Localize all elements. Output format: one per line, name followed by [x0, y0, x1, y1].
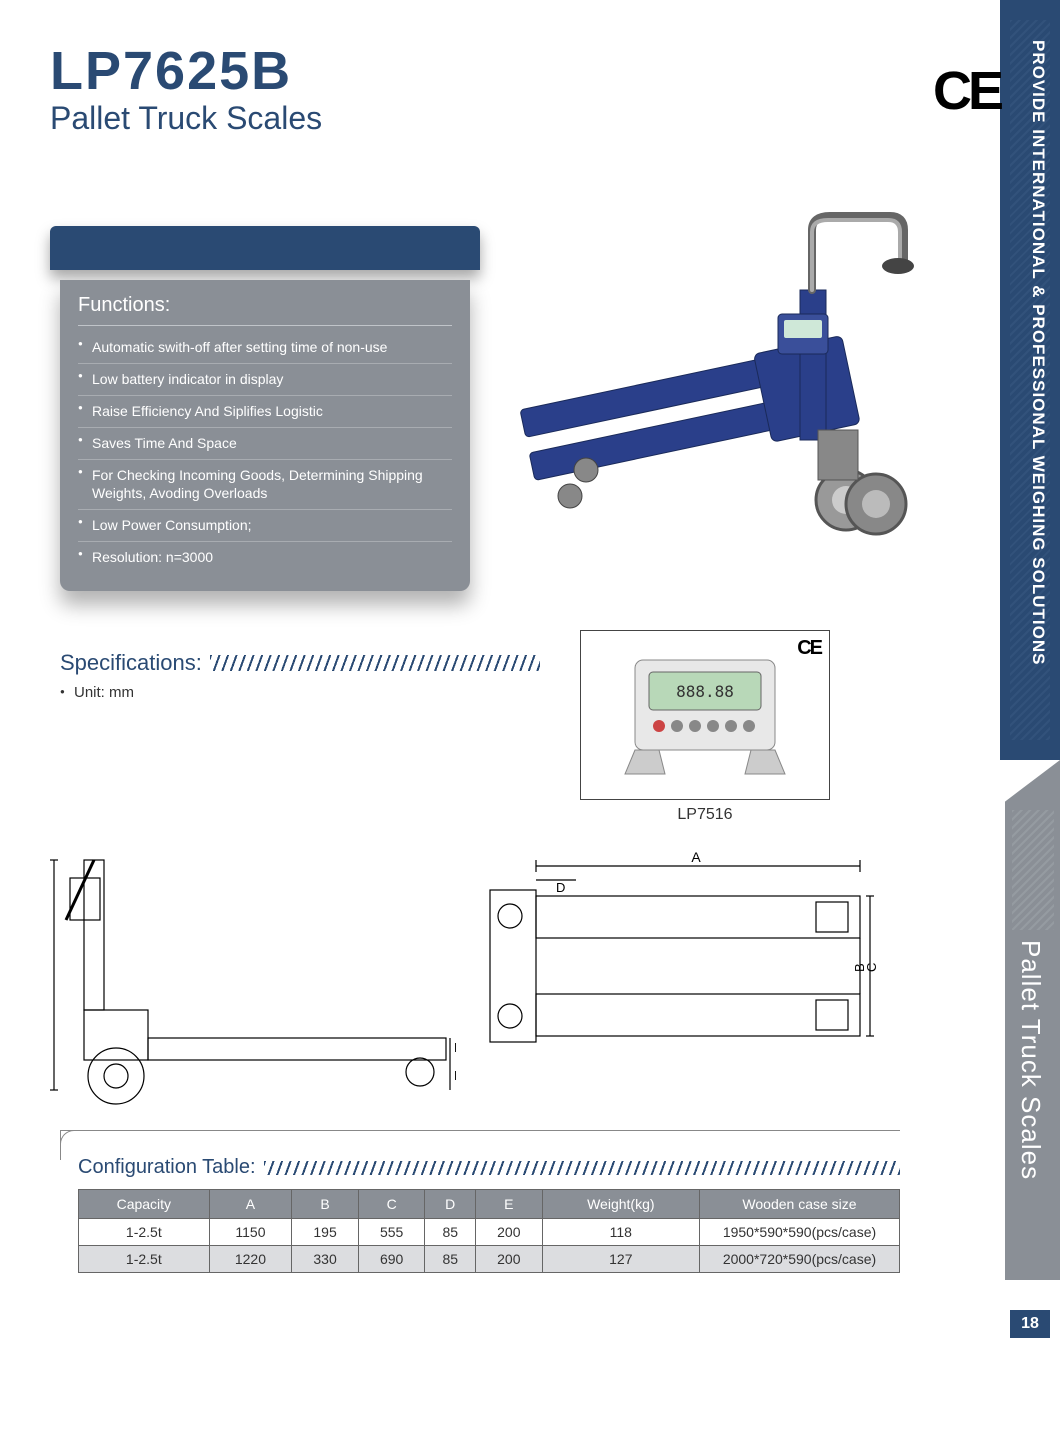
svg-text:888.88: 888.88	[676, 682, 734, 701]
col-header: A	[209, 1190, 292, 1219]
function-item: Automatic swith-off after setting time o…	[78, 332, 452, 364]
col-header: C	[358, 1190, 425, 1219]
right-sidebar: PROVIDE INTERNATIONAL & PROFESSIONAL WEI…	[990, 0, 1060, 1438]
dim-E: E	[454, 1068, 456, 1083]
model-title: LP7625B	[50, 40, 970, 102]
table-row: 1-2.5t 1150 195 555 85 200 118 1950*590*…	[79, 1219, 900, 1246]
col-header: Capacity	[79, 1190, 210, 1219]
functions-list: Automatic swith-off after setting time o…	[78, 332, 452, 573]
function-item: Low battery indicator in display	[78, 364, 452, 396]
function-item: Raise Efficiency And Siplifies Logistic	[78, 396, 452, 428]
col-header: Wooden case size	[700, 1190, 900, 1219]
spec-unit: Unit: mm	[60, 684, 540, 701]
functions-tab	[50, 226, 480, 270]
col-header: E	[476, 1190, 543, 1219]
sidebar-mid-panel: Pallet Truck Scales	[1000, 760, 1060, 1280]
title-stripes	[210, 655, 540, 671]
top-drawing: A D B C	[486, 850, 876, 1110]
page-number: 18	[1010, 1310, 1050, 1338]
product-title: Pallet Truck Scales	[50, 100, 970, 137]
config-title-stripes	[264, 1161, 900, 1175]
indicator-model-label: LP7516	[580, 806, 830, 824]
ce-mark: CE	[933, 60, 1000, 122]
col-header: Weight(kg)	[542, 1190, 699, 1219]
table-row: 1-2.5t 1220 330 690 85 200 127 2000*720*…	[79, 1246, 900, 1273]
dim-C: C	[864, 963, 876, 972]
dim-height: 1215	[46, 966, 49, 995]
specifications-section: Specifications: Unit: mm	[60, 650, 540, 701]
sidebar-category: Pallet Truck Scales	[1015, 940, 1046, 1180]
indicator-frame: CE 888.88	[580, 630, 830, 800]
specifications-title: Specifications:	[60, 650, 202, 676]
config-section: Configuration Table: Capacity A B C D E …	[60, 1130, 900, 1273]
function-item: Saves Time And Space	[78, 428, 452, 460]
function-item: Low Power Consumption;	[78, 510, 452, 542]
functions-title: Functions:	[78, 294, 452, 326]
dim-D: D	[454, 1040, 456, 1055]
side-drawing: 1215 D E	[46, 850, 456, 1110]
functions-panel: Functions: Automatic swith-off after set…	[60, 280, 470, 591]
indicator-ce-mark: CE	[797, 637, 821, 660]
col-header: B	[292, 1190, 359, 1219]
dim-A: A	[691, 850, 701, 865]
sidebar-tagline: PROVIDE INTERNATIONAL & PROFESSIONAL WEI…	[1028, 40, 1048, 665]
product-image	[500, 210, 930, 560]
dim-D2: D	[556, 880, 565, 895]
technical-drawings: 1215 D E	[46, 850, 876, 1110]
function-item: Resolution: n=3000	[78, 542, 452, 573]
indicator-box: CE 888.88 LP7516	[580, 630, 830, 824]
function-item: For Checking Incoming Goods, Determining…	[78, 460, 452, 511]
col-header: D	[425, 1190, 476, 1219]
sidebar-top-panel: PROVIDE INTERNATIONAL & PROFESSIONAL WEI…	[1000, 0, 1060, 760]
config-table: Capacity A B C D E Weight(kg) Wooden cas…	[78, 1189, 900, 1273]
